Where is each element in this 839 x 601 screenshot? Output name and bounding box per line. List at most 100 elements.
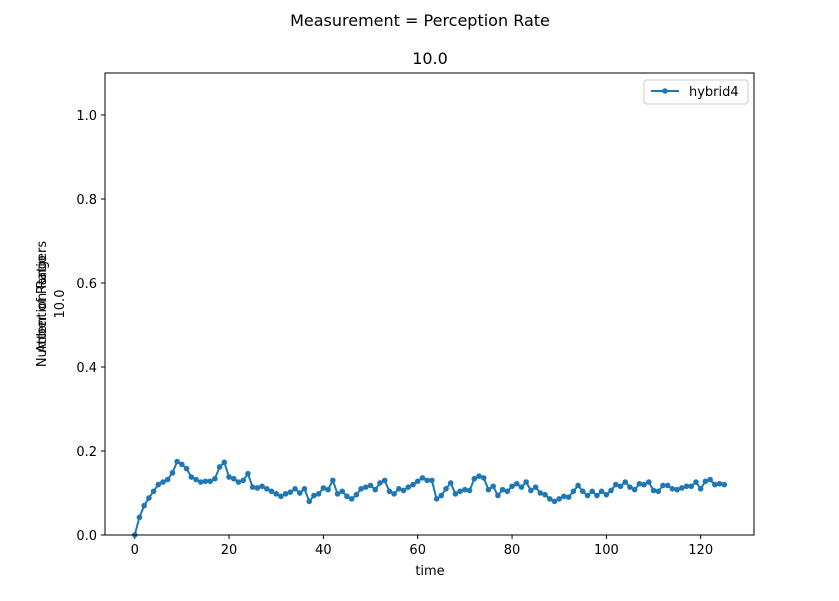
data-point <box>414 478 421 485</box>
data-point <box>546 496 553 502</box>
data-point <box>447 480 454 486</box>
data-point <box>240 477 246 484</box>
data-point <box>188 474 195 480</box>
data-point <box>391 491 397 497</box>
data-point <box>334 491 341 497</box>
data-point <box>466 487 473 494</box>
data-point <box>598 488 605 495</box>
y-tick-label: 1.0 <box>76 109 97 124</box>
x-tick-label: 20 <box>221 543 238 558</box>
x-axis-ticks: 0 20 40 60 80 100 120 <box>131 535 713 558</box>
data-point <box>636 480 643 487</box>
data-point <box>301 486 308 492</box>
data-point <box>164 476 171 483</box>
data-point <box>669 486 676 492</box>
data-point <box>150 488 157 495</box>
data-point <box>372 486 379 493</box>
data-point <box>320 485 327 491</box>
data-point <box>363 484 369 490</box>
data-point <box>141 502 147 509</box>
data-point <box>306 498 313 505</box>
data-point <box>650 487 657 494</box>
data-point <box>679 485 685 491</box>
data-point <box>693 479 699 485</box>
data-point <box>396 486 402 492</box>
data-point <box>169 470 176 476</box>
data-point <box>282 491 289 497</box>
data-point <box>674 486 680 493</box>
data-point <box>179 461 185 468</box>
data-point <box>480 475 487 481</box>
data-point <box>542 491 548 498</box>
data-point <box>532 484 539 490</box>
y-tick-label: 0.0 <box>76 529 97 544</box>
x-tick-label: 120 <box>688 543 713 558</box>
data-point <box>296 490 303 496</box>
data-point <box>230 475 237 482</box>
legend-marker-hybrid4 <box>662 88 668 94</box>
data-point <box>400 487 407 494</box>
data-point <box>617 483 624 490</box>
data-point <box>584 492 591 499</box>
data-point <box>631 486 638 493</box>
y-axis-label-line: Attention Ratio <box>35 255 50 353</box>
data-point <box>197 479 204 485</box>
data-point <box>495 492 501 499</box>
data-point <box>499 486 506 493</box>
data-point <box>683 483 690 490</box>
data-point <box>457 488 463 495</box>
series-layer <box>131 458 728 538</box>
data-point <box>278 493 284 500</box>
data-point <box>249 484 256 490</box>
data-point <box>537 490 544 496</box>
figure-suptitle: Measurement = Perception Rate <box>290 11 550 30</box>
data-point <box>594 492 600 499</box>
data-point <box>315 491 322 497</box>
data-point <box>221 459 228 466</box>
data-point <box>513 480 520 487</box>
x-axis-label: time <box>415 564 444 579</box>
data-point <box>721 481 728 488</box>
data-point <box>419 475 426 481</box>
data-point <box>405 484 412 490</box>
data-point <box>641 481 647 488</box>
data-point <box>504 488 511 495</box>
data-point <box>193 476 199 483</box>
data-point <box>452 491 459 497</box>
legend-box <box>643 79 749 105</box>
data-point <box>462 486 468 493</box>
data-point <box>570 488 577 495</box>
data-point <box>589 488 596 495</box>
data-point <box>353 491 360 498</box>
data-point <box>712 481 718 488</box>
y-tick-label: 0.8 <box>76 193 97 208</box>
data-point <box>174 458 180 465</box>
data-point <box>245 470 251 477</box>
x-tick-label: 60 <box>409 543 426 558</box>
data-point <box>235 479 242 485</box>
data-point <box>424 477 430 484</box>
data-point <box>556 496 563 502</box>
data-point <box>561 493 567 500</box>
legend: hybrid4 <box>643 79 749 105</box>
y-tick-label: 0.6 <box>76 277 97 292</box>
data-point <box>268 488 275 495</box>
x-tick-label: 40 <box>315 543 332 558</box>
data-point <box>325 486 331 493</box>
data-point <box>603 491 610 498</box>
data-point <box>707 476 713 483</box>
data-point <box>433 496 440 502</box>
data-point <box>490 483 496 490</box>
data-point <box>386 488 393 495</box>
data-point <box>608 487 614 494</box>
data-point <box>207 478 213 485</box>
data-point <box>311 492 317 499</box>
data-point <box>716 480 723 487</box>
x-tick-label: 100 <box>594 543 619 558</box>
data-point <box>410 481 416 488</box>
data-point <box>216 464 223 470</box>
data-point <box>646 479 652 485</box>
data-point <box>259 483 265 490</box>
data-point <box>438 492 445 499</box>
